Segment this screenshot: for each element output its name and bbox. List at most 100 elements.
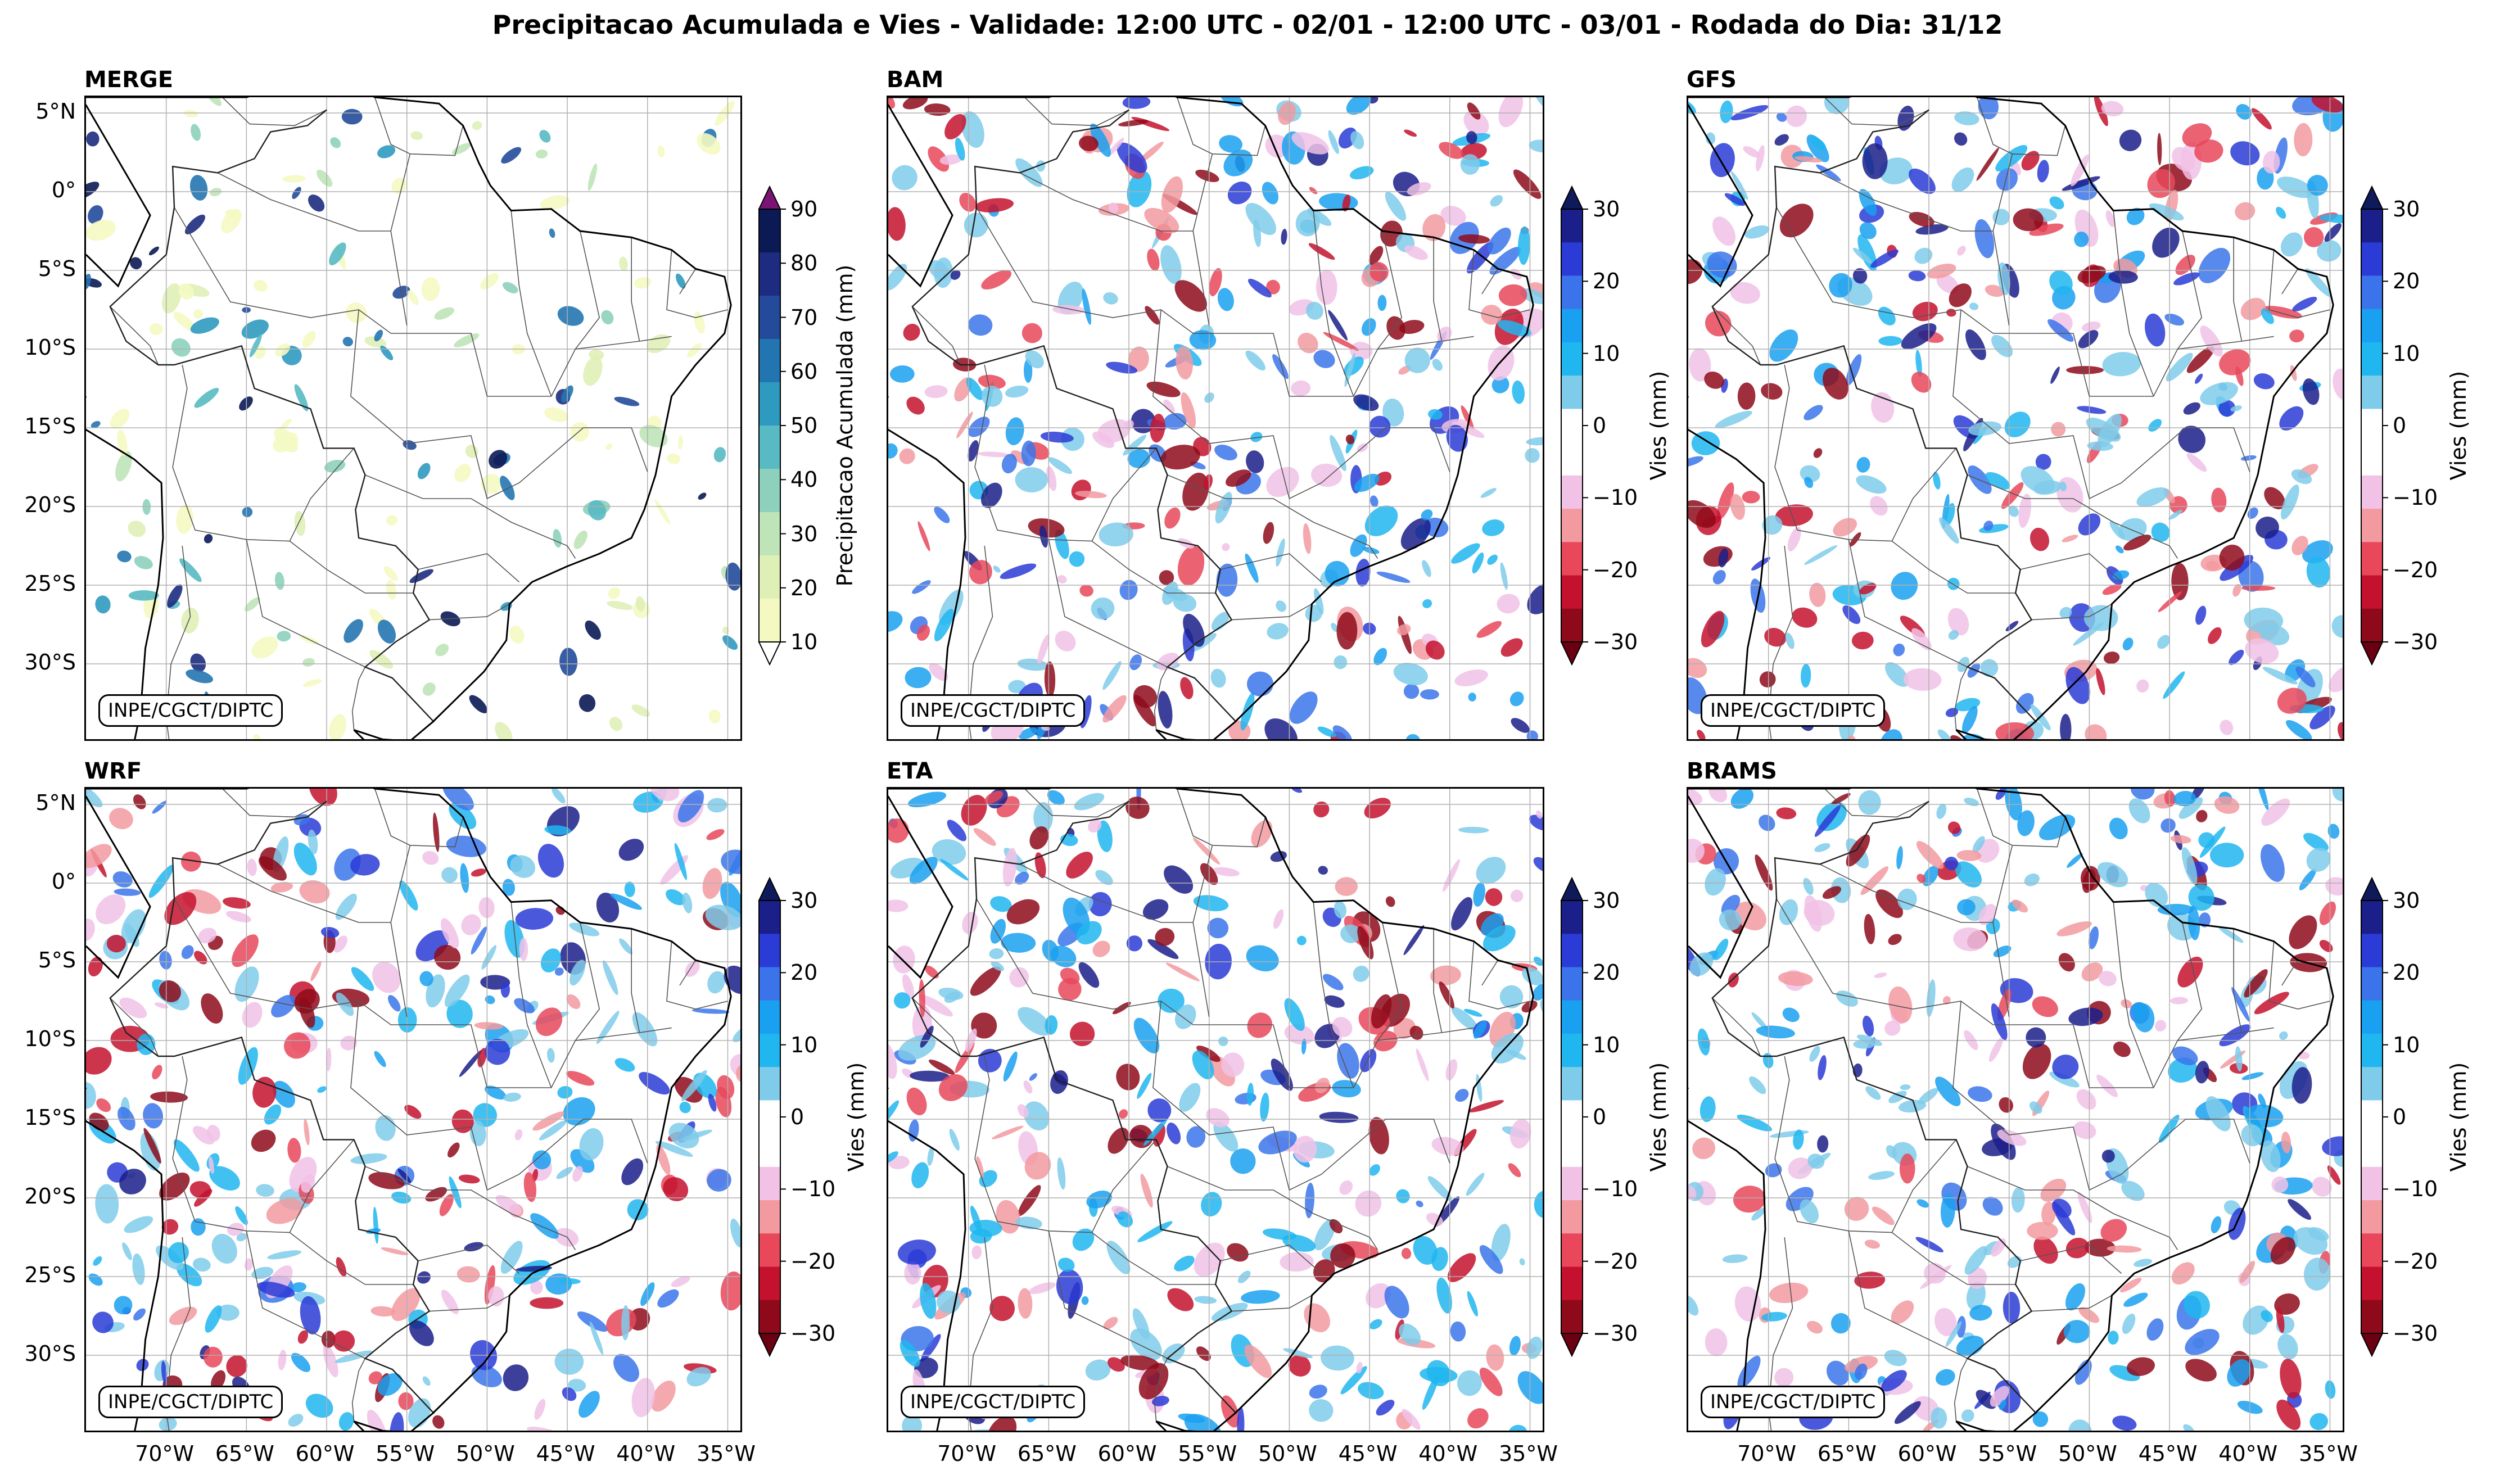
field-blob [1857, 234, 1877, 272]
field-blob [1722, 1254, 1748, 1263]
field-blob [1396, 1189, 1410, 1204]
state-border [1019, 153, 1213, 232]
field-blob [441, 867, 458, 883]
field-blob [336, 1257, 347, 1277]
field-blob [1263, 522, 1274, 544]
longitude-label: 55°W [376, 1441, 435, 1466]
field-blob [1947, 577, 1960, 590]
field-blob [1912, 301, 1938, 322]
field-blob [1957, 899, 1976, 916]
field-blob [968, 417, 990, 437]
field-blob [2052, 1198, 2072, 1218]
field-blob [566, 1071, 595, 1086]
field-blob [2172, 1046, 2198, 1065]
field-blob [2218, 400, 2236, 417]
field-blob [2098, 970, 2117, 987]
field-blob [211, 1370, 226, 1391]
state-border [666, 250, 728, 318]
field-blob [117, 550, 132, 563]
state-border [1433, 929, 1443, 1033]
field-blob [2264, 487, 2285, 510]
field-blob [458, 1174, 480, 1184]
longitude-label: 65°W [1817, 1441, 1877, 1466]
field-blob [2050, 367, 2060, 384]
field-blob [708, 1093, 717, 1112]
field-blob [925, 965, 939, 979]
field-blob [91, 420, 101, 428]
field-blob [1818, 1055, 1827, 1080]
state-border [1952, 1001, 2250, 1191]
field-blob [2152, 227, 2180, 258]
colorbar-tick-label: −10 [2393, 485, 2438, 510]
field-blob [1164, 507, 1181, 529]
field-blob [2021, 151, 2040, 171]
field-blob [980, 482, 1002, 508]
map-canvas [888, 97, 1543, 739]
field-blob [888, 443, 898, 459]
field-blob [460, 863, 469, 893]
latitude-label: 20°S [24, 1184, 76, 1209]
state-border [679, 960, 697, 986]
field-blob [1734, 1286, 1761, 1322]
field-blob [1056, 1269, 1083, 1305]
field-blob [343, 619, 363, 643]
field-blob [181, 607, 199, 634]
field-blob [1957, 246, 1966, 256]
field-blob [1810, 136, 1827, 151]
colorbar-segment [1561, 1166, 1583, 1201]
field-blob [569, 960, 586, 986]
field-blob [112, 871, 133, 888]
field-blob [2303, 833, 2329, 852]
state-border [1776, 207, 2274, 397]
field-blob [1078, 962, 1100, 988]
bias-colorbar: 30 20 10 0 −10 −20 −30 Vies (mm) [2360, 876, 2471, 1359]
field-blob [1422, 214, 1446, 241]
field-blob [1072, 1228, 1095, 1251]
colorbar-tick-label: 0 [1593, 1105, 1607, 1129]
field-blob [1332, 725, 1353, 739]
field-blob [1936, 803, 1947, 819]
field-blob [1103, 1316, 1118, 1329]
field-blob [2015, 693, 2034, 714]
field-blob [2066, 366, 2104, 374]
field-blob [1211, 612, 1230, 631]
field-blob [114, 1296, 133, 1315]
state-border [912, 997, 961, 1057]
field-blob [2270, 1237, 2295, 1265]
field-blob [1472, 552, 1484, 574]
field-blob [674, 843, 688, 880]
field-blob [389, 1412, 404, 1431]
state-border [390, 922, 408, 1017]
field-blob [906, 396, 925, 415]
colorbar-tick-label: 70 [790, 305, 818, 330]
field-blob [2196, 809, 2208, 822]
field-blob [532, 1111, 565, 1131]
field-blob [682, 892, 693, 913]
field-blob [193, 309, 203, 319]
field-blob [1942, 996, 1951, 1005]
field-blob [2158, 1114, 2180, 1143]
field-blob [1324, 995, 1345, 1008]
field-blob [1151, 1396, 1169, 1406]
field-blob [115, 451, 132, 482]
country-border [911, 800, 1237, 1414]
field-blob [1088, 819, 1102, 833]
field-blob [2178, 426, 2206, 453]
field-blob [535, 150, 548, 159]
field-blob [1217, 288, 1234, 311]
state-border [679, 268, 697, 295]
field-blob [232, 934, 259, 967]
field-blob [1836, 990, 1858, 1007]
field-blob [1086, 1191, 1113, 1209]
field-blob [88, 1273, 103, 1286]
field-blob [500, 476, 515, 500]
field-blob [192, 1257, 211, 1272]
field-blob [1216, 563, 1238, 597]
panel-title: GFS [1687, 67, 1737, 93]
field-blob [563, 1097, 595, 1126]
field-blob [578, 694, 596, 712]
field-blob [1001, 933, 1036, 953]
field-blob [350, 854, 380, 876]
field-blob [1102, 661, 1122, 690]
field-blob [975, 198, 1014, 212]
